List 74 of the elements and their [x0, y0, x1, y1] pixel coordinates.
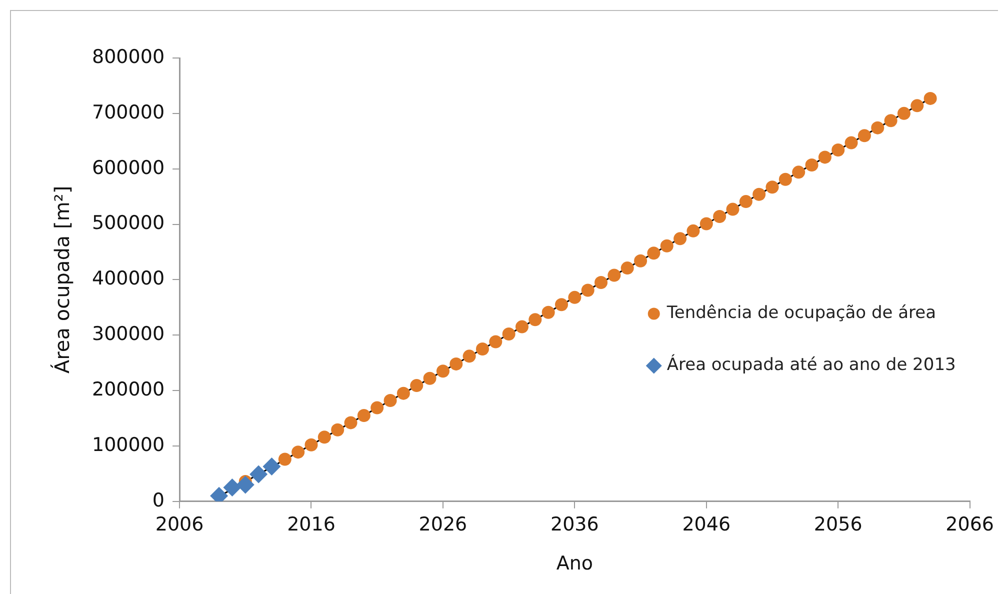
point — [620, 262, 634, 275]
x-tick-label: 2026 — [418, 514, 468, 536]
point — [766, 180, 779, 194]
point — [608, 268, 621, 282]
point — [410, 379, 424, 392]
point — [450, 357, 463, 370]
point — [686, 224, 700, 238]
point — [278, 452, 292, 466]
point — [370, 401, 384, 414]
point — [250, 465, 268, 484]
y-tick-label: 100000 — [92, 434, 165, 456]
point — [674, 232, 687, 246]
point — [331, 423, 344, 436]
point — [236, 476, 254, 494]
point — [792, 166, 806, 179]
x-tick-label: 2016 — [287, 514, 336, 536]
x-tick-label: 2066 — [946, 514, 994, 536]
point — [778, 172, 792, 186]
point — [292, 446, 305, 459]
point — [528, 313, 542, 326]
point — [660, 239, 674, 252]
y-tick-label: 500000 — [92, 212, 165, 234]
x-tick-label: 2046 — [682, 514, 731, 536]
point — [594, 276, 608, 289]
point — [752, 188, 766, 201]
point — [844, 136, 858, 150]
x-tick-label: 2006 — [155, 514, 204, 536]
y-tick-label: 200000 — [92, 378, 165, 400]
point — [476, 342, 489, 356]
point — [897, 106, 910, 120]
point — [436, 364, 450, 378]
point — [502, 328, 516, 341]
point — [700, 217, 713, 230]
point — [396, 386, 410, 400]
point — [568, 290, 582, 304]
point — [423, 372, 436, 385]
point — [634, 254, 648, 268]
y-tick-label: 300000 — [92, 323, 165, 346]
x-tick-label: 2036 — [550, 514, 599, 536]
point — [489, 335, 502, 348]
point — [262, 457, 281, 476]
point — [223, 478, 242, 497]
point — [739, 195, 752, 208]
legend-label: Área ocupada até ao ano de 2013 — [666, 354, 956, 376]
point — [924, 92, 937, 105]
point — [805, 158, 818, 172]
point — [384, 394, 397, 408]
y-tick-label: 400000 — [92, 268, 165, 290]
point — [542, 306, 555, 319]
point — [647, 246, 660, 260]
point — [304, 438, 318, 452]
point — [357, 408, 370, 422]
y-tick-label: 800000 — [92, 46, 165, 68]
point — [726, 202, 740, 216]
point — [344, 416, 358, 430]
point — [555, 298, 568, 312]
point — [910, 99, 924, 112]
point — [318, 430, 331, 444]
point — [462, 350, 476, 363]
point — [832, 144, 845, 157]
y-tick-label: 0 — [152, 489, 165, 512]
point — [515, 320, 528, 334]
point — [581, 284, 594, 297]
legend-label: Tendência de ocupação de área — [666, 303, 936, 324]
point — [884, 114, 898, 128]
x-tick-label: 2056 — [814, 514, 862, 536]
point — [871, 121, 884, 134]
y-tick-label: 700000 — [92, 101, 165, 124]
y-axis-title: Área ocupada [m²] — [50, 186, 74, 374]
point — [713, 210, 726, 224]
point — [858, 129, 871, 142]
y-tick-label: 600000 — [92, 156, 165, 179]
point — [818, 150, 832, 164]
x-axis-title: Ano — [556, 552, 594, 575]
